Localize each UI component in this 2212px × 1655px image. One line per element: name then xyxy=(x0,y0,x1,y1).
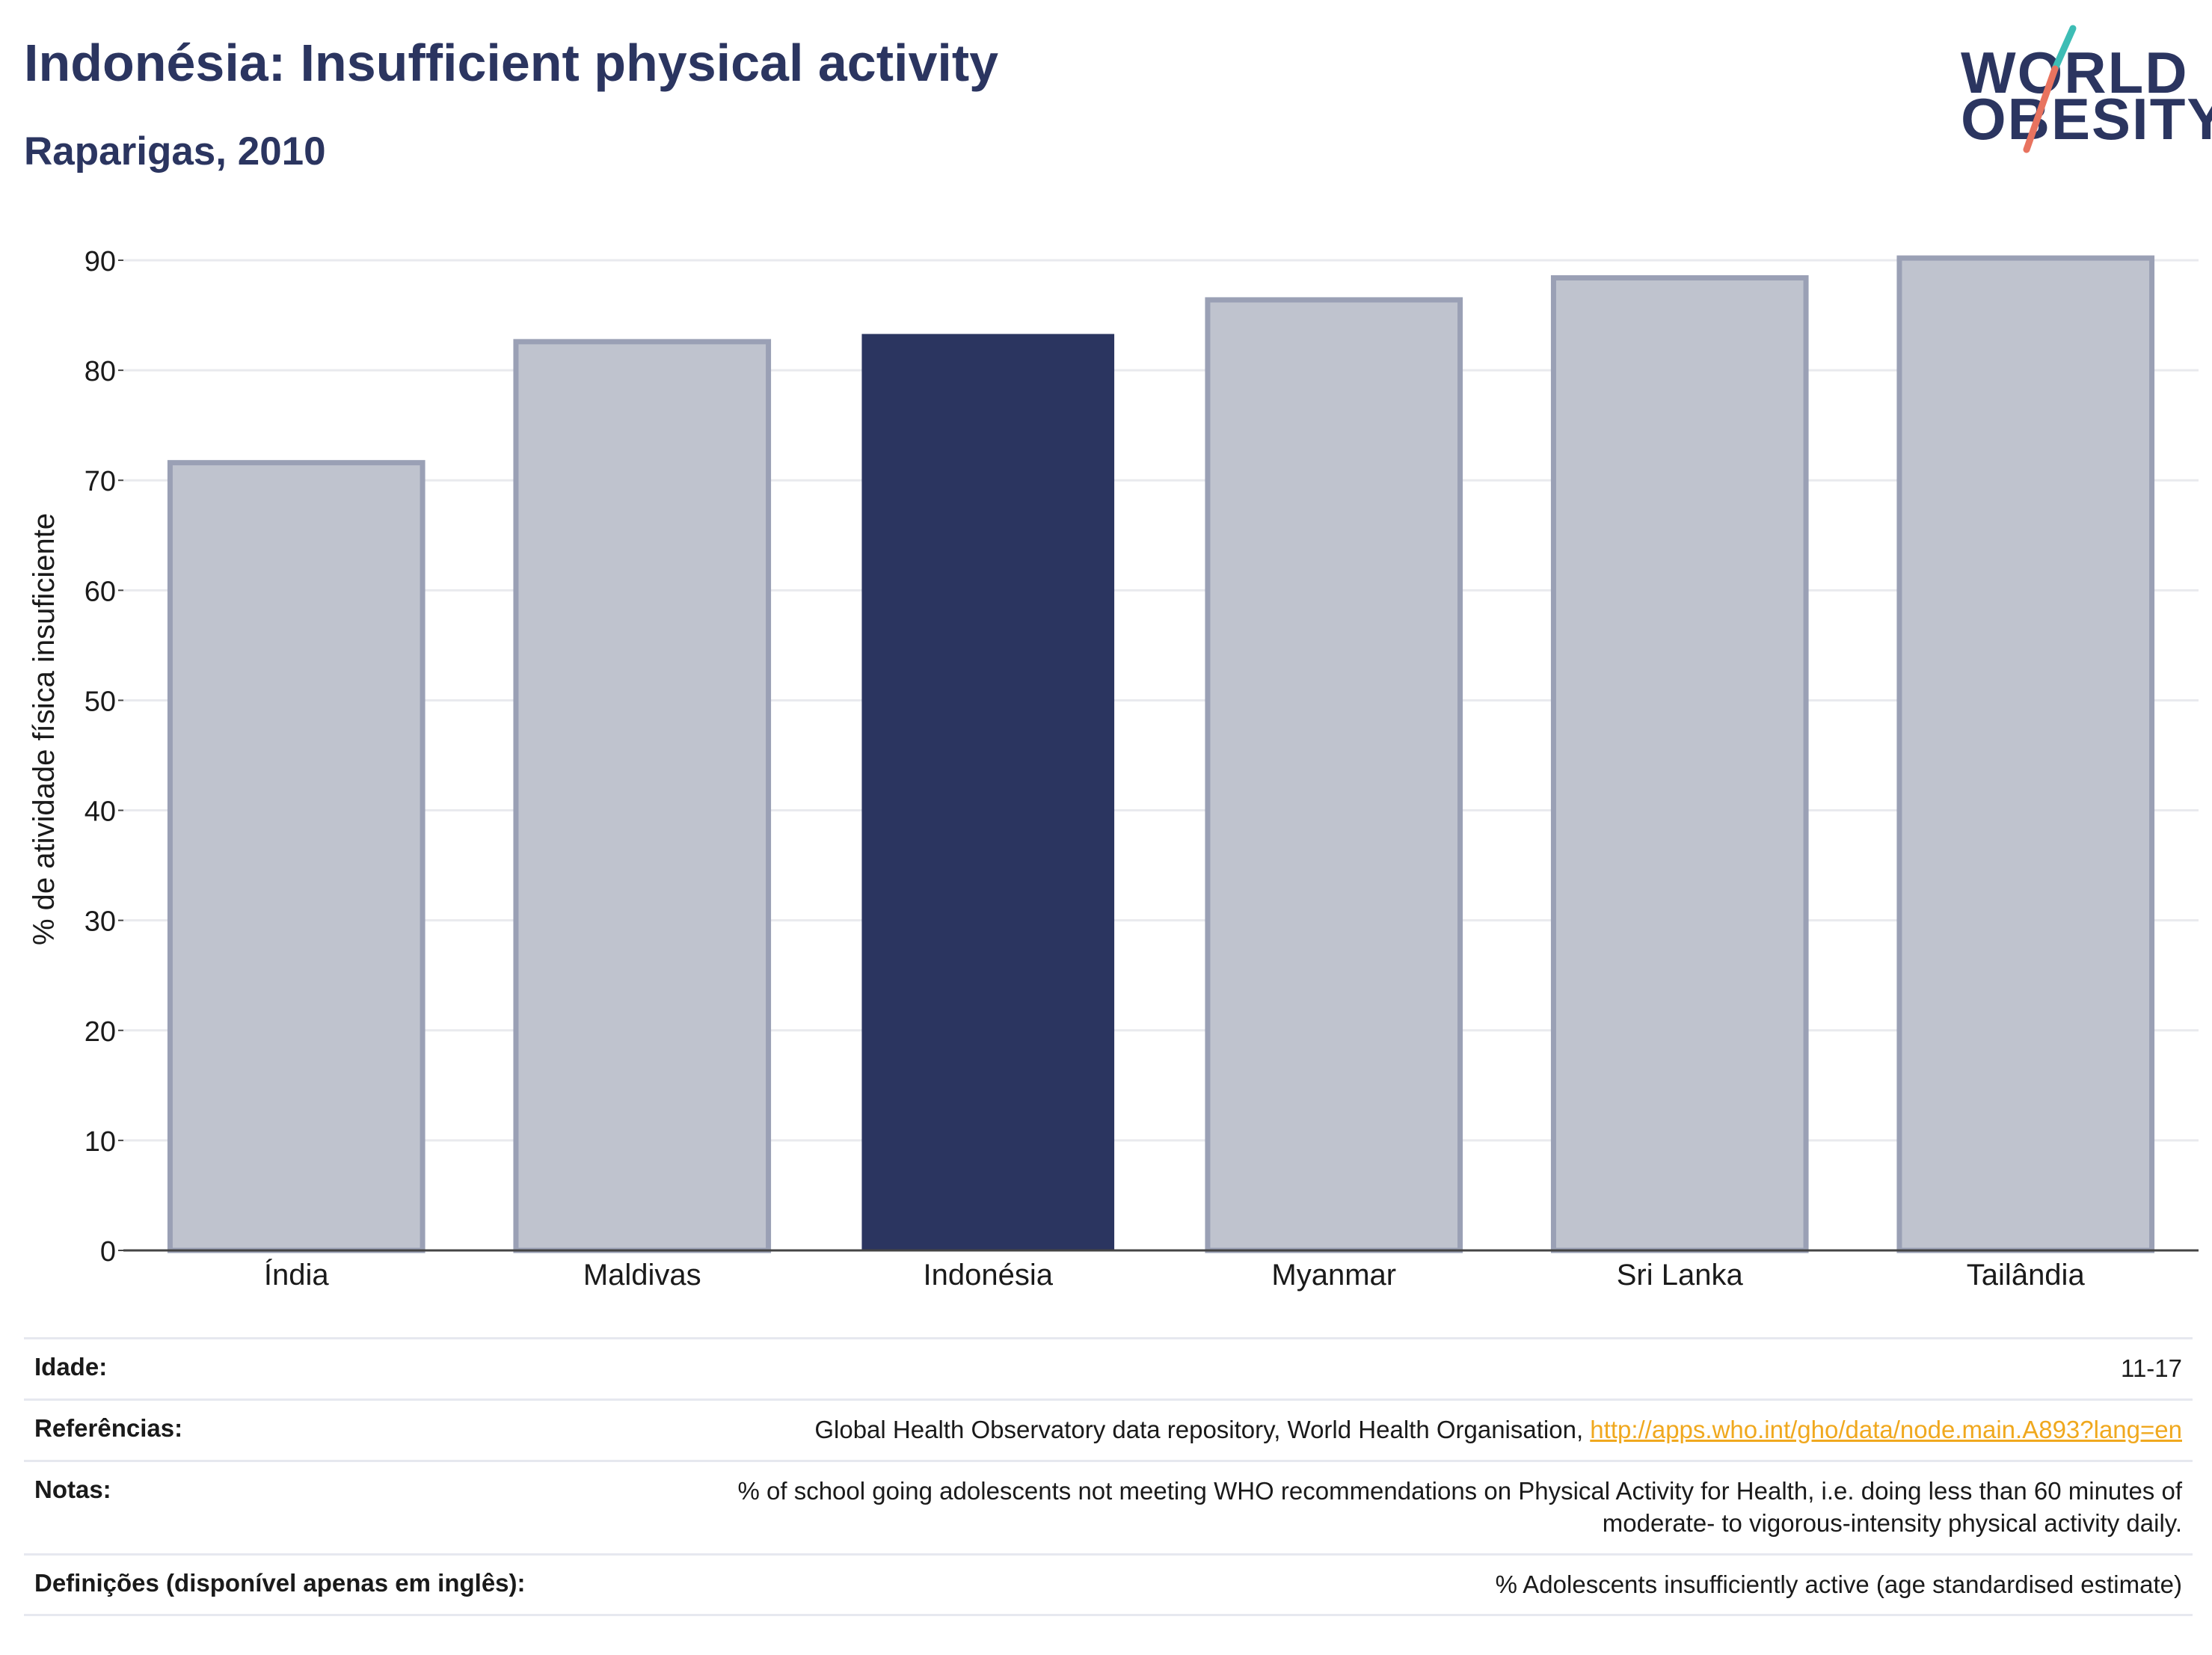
info-row-notes: Notas: % of school going adolescents not… xyxy=(24,1459,2193,1553)
x-tick-label: Indonésia xyxy=(924,1259,1054,1292)
bar-índia[interactable] xyxy=(167,460,425,1253)
notes-value: % of school going adolescents not meetin… xyxy=(738,1476,2183,1540)
world-obesity-logo[interactable]: WORLD OBESITY xyxy=(1952,22,2212,157)
y-tick-label: 0 xyxy=(100,1236,116,1268)
bar-myanmar[interactable] xyxy=(1205,297,1463,1253)
y-tick-label: 20 xyxy=(85,1016,116,1048)
info-table: Idade: 11-17 Referências: Global Health … xyxy=(24,1337,2193,1617)
x-tick-label: Maldivas xyxy=(583,1259,701,1292)
info-row-references: Referências: Global Health Observatory d… xyxy=(24,1398,2193,1460)
y-tick-label: 40 xyxy=(85,796,116,828)
y-tick-label: 30 xyxy=(85,906,116,938)
grid-lines xyxy=(123,259,2199,1142)
axes: 0 10 20 30 40 50 60 70 80 90 Índia Maldivas Indonési… xyxy=(85,246,2199,1292)
logo-word-obesity: OBESITY xyxy=(1961,86,2212,152)
notes-line-2: moderate- to vigorous-intensity physical… xyxy=(1602,1508,2182,1537)
age-label: Idade: xyxy=(34,1353,108,1381)
x-tick-label: Myanmar xyxy=(1271,1259,1396,1292)
x-tick-label: Sri Lanka xyxy=(1617,1259,1744,1292)
notes-line-1: % of school going adolescents not meetin… xyxy=(737,1476,2183,1505)
references-text: Global Health Observatory data repositor… xyxy=(814,1415,1591,1443)
y-tick-label: 80 xyxy=(85,356,116,387)
y-tick-label: 90 xyxy=(85,246,116,277)
y-tick-label: 50 xyxy=(85,686,116,717)
y-axis-label: % de atividade física insuficiente xyxy=(28,513,61,945)
logo-word-world: WORLD xyxy=(1961,40,2189,105)
bar-indonésia[interactable] xyxy=(861,334,1115,1250)
chart-title: Indonésia: Insufficient physical activit… xyxy=(24,34,999,92)
info-row-definitions: Definições (disponível apenas em inglês)… xyxy=(24,1553,2193,1617)
definitions-value: % Adolescents insufficiently active (age… xyxy=(1495,1570,2182,1598)
y-tick-label: 60 xyxy=(85,576,116,607)
logo-slash-icon xyxy=(2023,25,2077,153)
x-tick-label: Tailândia xyxy=(1967,1259,2086,1292)
bar-chart: 0 10 20 30 40 50 60 70 80 90 Índia Maldivas Indonési… xyxy=(28,246,2199,1292)
bar-maldivas[interactable] xyxy=(513,339,772,1253)
references-label: Referências: xyxy=(34,1413,183,1442)
bar-sri-lanka[interactable] xyxy=(1550,275,1809,1253)
y-tick-label: 70 xyxy=(85,466,116,497)
age-value: 11-17 xyxy=(2121,1354,2182,1382)
notes-label: Notas: xyxy=(34,1475,111,1503)
definitions-label: Definições (disponível apenas em inglês)… xyxy=(34,1568,526,1597)
bar-tailândia[interactable] xyxy=(1896,255,2155,1253)
info-row-age: Idade: 11-17 xyxy=(24,1337,2193,1398)
x-tick-label: Índia xyxy=(264,1258,329,1292)
references-value: Global Health Observatory data repositor… xyxy=(814,1414,2182,1446)
references-link[interactable]: http://apps.who.int/gho/data/node.main.A… xyxy=(1590,1415,2182,1443)
bars xyxy=(167,255,2155,1253)
y-tick-label: 10 xyxy=(85,1126,116,1158)
chart-subtitle: Raparigas, 2010 xyxy=(24,129,326,174)
